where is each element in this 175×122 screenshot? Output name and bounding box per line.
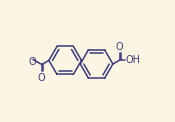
Text: OH: OH [126, 55, 141, 65]
Text: O: O [116, 42, 123, 52]
Text: O: O [37, 73, 45, 83]
Text: O: O [28, 56, 36, 66]
